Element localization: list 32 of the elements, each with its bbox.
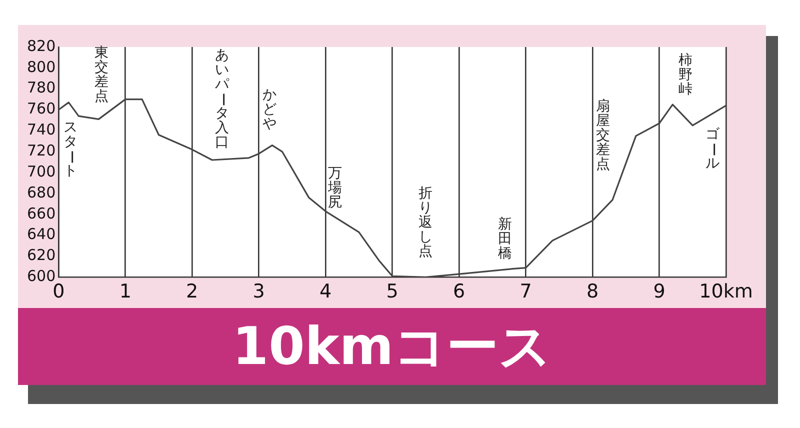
x-tick-label: 5 bbox=[386, 280, 398, 303]
annotation: 新田橋 bbox=[498, 216, 512, 262]
x-tick-label: 4 bbox=[320, 280, 332, 303]
y-tick-label: 620 bbox=[26, 246, 56, 264]
annotation: ゴール bbox=[705, 126, 722, 172]
y-tick-label: 640 bbox=[26, 225, 56, 244]
annotation: あいパータ入口 bbox=[214, 47, 230, 150]
text: 10kmコース bbox=[232, 316, 552, 378]
annotation: 柿野峠 bbox=[678, 52, 692, 98]
x-tick-label: 1 bbox=[119, 280, 132, 303]
annotation: 万場尻 bbox=[326, 165, 342, 210]
y-tick-label: 660 bbox=[26, 204, 56, 222]
x-tick-label: 9 bbox=[653, 280, 666, 303]
y-tick-label: 760 bbox=[26, 100, 56, 118]
x-tick-label: 3 bbox=[252, 280, 265, 303]
x-tick-label: 2 bbox=[186, 280, 198, 303]
x-tick-label: 8 bbox=[586, 280, 599, 303]
y-tick-label: 720 bbox=[26, 142, 56, 160]
y-tick-label: 820 bbox=[26, 36, 56, 55]
annotation: かどや bbox=[262, 86, 277, 132]
annotation: 扇屋交差点 bbox=[596, 98, 610, 173]
y-tick-label: 680 bbox=[26, 183, 56, 202]
annotation: スタート bbox=[63, 119, 79, 179]
x-tick-label: 7 bbox=[520, 280, 532, 303]
annotation: 折り返し点 bbox=[418, 185, 433, 260]
x-tick-label: 10km bbox=[699, 280, 753, 303]
x-tick-label: 6 bbox=[453, 280, 466, 303]
y-tick-label: 700 bbox=[26, 162, 56, 180]
y-tick-label: 780 bbox=[26, 78, 56, 97]
y-tick-label: 740 bbox=[26, 120, 56, 139]
annotation: 東交差点 bbox=[94, 45, 108, 105]
y-tick-label: 800 bbox=[26, 58, 56, 76]
